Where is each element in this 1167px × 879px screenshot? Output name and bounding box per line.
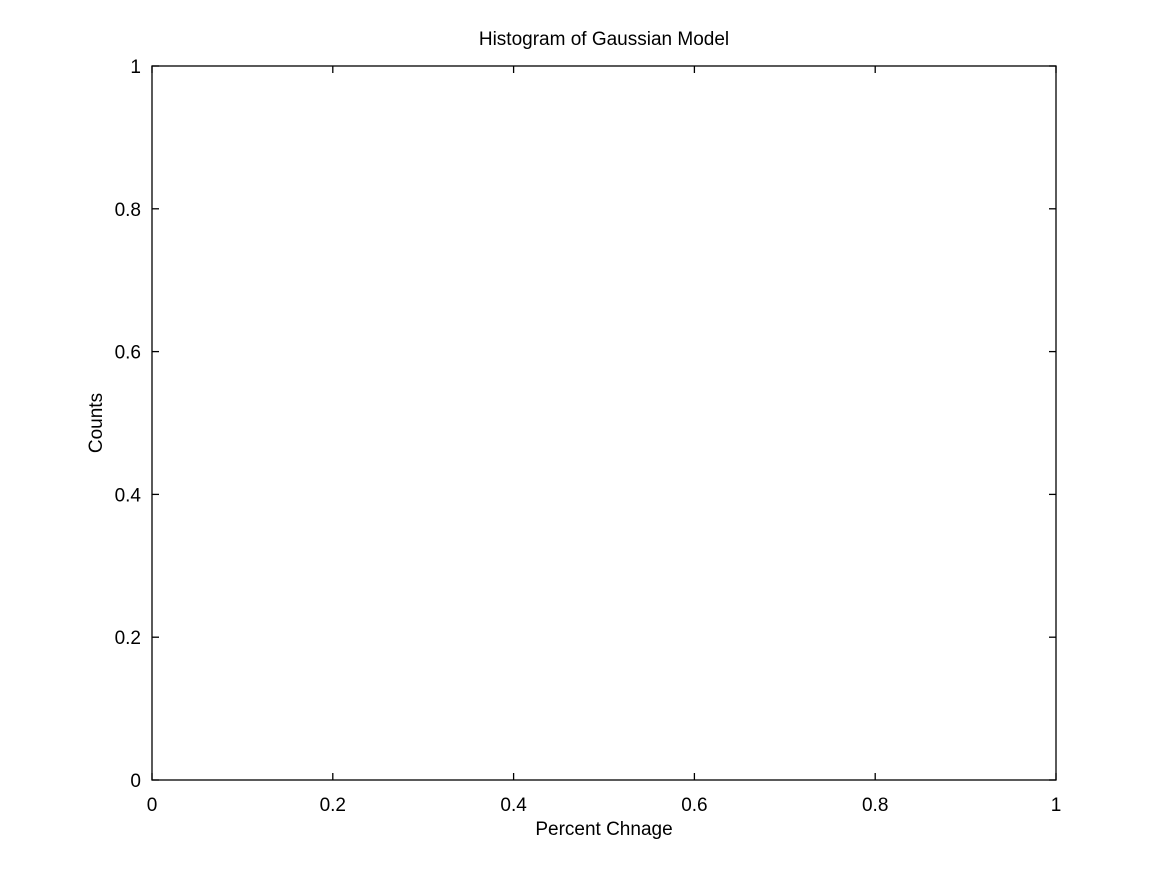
x-tick-label: 0.2 (320, 795, 346, 816)
y-tick-label: 0 (130, 771, 141, 792)
y-axis-ticks (152, 65, 1056, 781)
x-axis-ticks (151, 66, 1057, 780)
y-tick-label: 1 (130, 57, 141, 78)
x-tick-label: 0 (147, 795, 158, 816)
y-axis-title: Counts (86, 393, 107, 453)
y-tick-label: 0.6 (115, 343, 141, 364)
y-axis-tick-labels: 0 0.2 0.4 0.6 0.8 1 (115, 57, 142, 792)
x-axis-tick-labels: 0 0.2 0.4 0.6 0.8 1 (147, 795, 1062, 816)
x-tick-label: 1 (1051, 795, 1062, 816)
x-tick-label: 0.4 (500, 795, 527, 816)
y-tick-label: 0.2 (115, 628, 141, 649)
x-tick-label: 0.8 (862, 795, 888, 816)
plot-area-frame (151, 65, 1057, 781)
chart-title: Histogram of Gaussian Model (479, 29, 729, 50)
x-axis-title: Percent Chnage (535, 819, 672, 840)
y-tick-label: 0.4 (115, 485, 142, 506)
x-tick-label: 0.6 (681, 795, 707, 816)
y-tick-label: 0.8 (115, 200, 141, 221)
